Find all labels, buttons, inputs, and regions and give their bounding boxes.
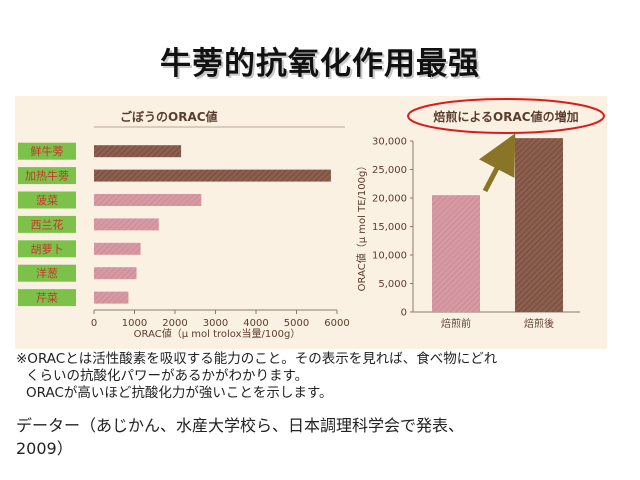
category-label-box [18,289,76,307]
category-label: 西兰花 [31,218,64,231]
category-label: 焙煎後 [524,317,554,330]
category-label: 鲜牛蒡 [31,144,64,158]
y-tick-label: 20,000 [372,194,407,205]
left-chart-title: ごぼうのORAC値 [120,109,218,124]
bar-焙煎後 [515,138,563,312]
left-bars [94,145,331,304]
bar-鲜牛蒡 [94,145,182,158]
bar-加热牛蒡 [94,169,331,182]
note-line: ※ORACとは活性酸素を吸収する能力のこと。その表示を見れば、食べ物にどれ [16,351,498,367]
right-chart-title: 焙煎によるORAC値の増加 [433,109,578,124]
highlight-ellipse [407,98,605,134]
category-label-box [18,142,76,160]
x-tick-label: 5000 [284,318,309,329]
bar-菠菜 [94,194,202,206]
y-tick-label: 30,000 [372,137,407,148]
x-tick-label: 2000 [162,318,187,329]
x-tick-label: 4000 [243,318,268,329]
bar-焙煎前 [432,195,480,312]
y-tick-label: 10,000 [372,251,407,262]
x-tick-label: 3000 [203,318,228,329]
x-tick-label: 0 [91,318,97,329]
left-x-axis-label: ORAC値（μ mol trolox当量/100g） [134,327,301,340]
source-citation: データー（あじかん、水産大学校ら、日本調理科学会で発表、 2009） [16,414,636,460]
annotation-arrow [478,133,516,193]
chart-figure: ごぼうのORAC値 鲜牛蒡加热牛蒡菠菜西兰花胡萝卜洋葱芹菜 0 1000 2000 3… [15,96,607,349]
note-line: くらいの抗酸化パワーがあるかがわかります。 [26,368,309,384]
x-tick-label: 6000 [324,318,349,329]
right-y-axis-label: ORAC値（μ mol TE/100g） [355,161,368,292]
y-tick-label: 0 [401,308,407,319]
bar-西兰花 [94,218,159,231]
category-label: 洋葱 [36,266,58,280]
right-category-labels: 焙煎前 焙煎後 [441,317,554,330]
x-tick-label: 1000 [122,318,147,329]
note-line: ORACが高いほど抗酸化力が強いことを示します。 [26,385,333,401]
bar-芹菜 [94,291,129,304]
slide-title: 牛蒡的抗氧化作用最强 [160,46,480,82]
bar-洋葱 [94,267,137,280]
category-label-box [18,264,76,282]
y-tick-label: 25,000 [372,165,407,176]
right-y-ticks: 0 5,000 10,000 15,000 20,000 25,000 30,000 [372,137,413,319]
notes: ※ORACとは活性酸素を吸収する能力のこと。その表示を見れば、食べ物にどれ くら… [16,351,626,402]
category-label-box [18,167,76,185]
category-label: 菠菜 [36,194,58,207]
bar-胡萝卜 [94,242,141,255]
right-bars [432,138,563,312]
left-x-ticks: 0 1000 2000 3000 4000 5000 6000 [91,310,350,329]
category-label-box [18,215,76,233]
source-line: データー（あじかん、水産大学校ら、日本調理科学会で発表、 [16,416,465,435]
category-label-box [18,240,76,258]
category-label-box [18,191,76,209]
y-tick-label: 15,000 [372,222,407,233]
y-tick-label: 5,000 [378,279,407,290]
category-label: 加热牛蒡 [25,169,69,183]
source-line: 2009） [16,439,73,458]
category-label: 焙煎前 [441,317,471,330]
category-label: 胡萝卜 [31,242,64,256]
category-label: 芹菜 [36,292,58,305]
